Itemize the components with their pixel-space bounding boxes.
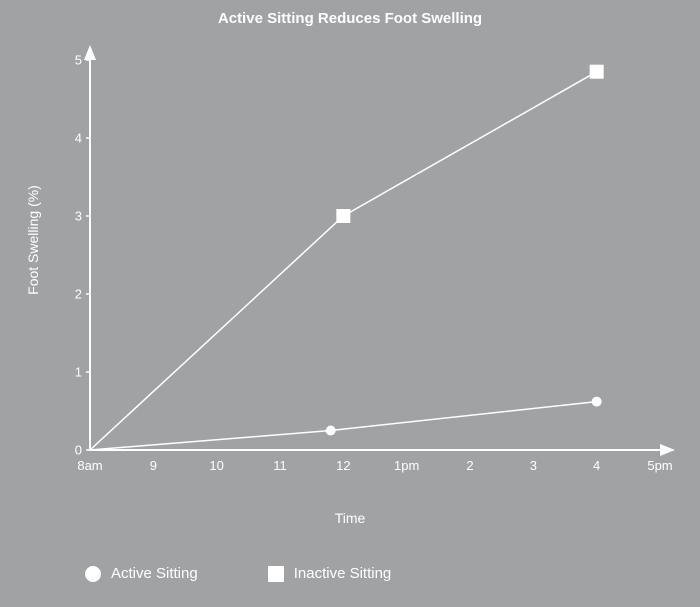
legend-item-active: Active Sitting: [85, 565, 198, 582]
x-tick: 11: [273, 458, 287, 473]
x-tick: 12: [336, 458, 350, 473]
square-icon: [268, 566, 284, 582]
x-tick: 8am: [77, 458, 102, 473]
x-tick: 2: [466, 458, 473, 473]
y-tick: 5: [42, 53, 82, 68]
chart-svg: [0, 0, 700, 607]
legend: Active Sitting Inactive Sitting: [85, 565, 451, 582]
y-tick: 1: [42, 365, 82, 380]
x-tick: 4: [593, 458, 600, 473]
y-tick: 3: [42, 209, 82, 224]
legend-item-inactive: Inactive Sitting: [268, 565, 392, 582]
chart-container: Active Sitting Reduces Foot Swelling Foo…: [0, 0, 700, 607]
x-tick: 10: [209, 458, 223, 473]
y-tick: 2: [42, 287, 82, 302]
y-tick: 0: [42, 443, 82, 458]
circle-icon: [85, 566, 101, 582]
x-tick: 9: [150, 458, 157, 473]
x-tick: 3: [530, 458, 537, 473]
legend-label: Active Sitting: [111, 565, 198, 582]
legend-label: Inactive Sitting: [294, 565, 392, 582]
y-tick: 4: [42, 131, 82, 146]
x-tick: 1pm: [394, 458, 419, 473]
x-tick: 5pm: [647, 458, 672, 473]
